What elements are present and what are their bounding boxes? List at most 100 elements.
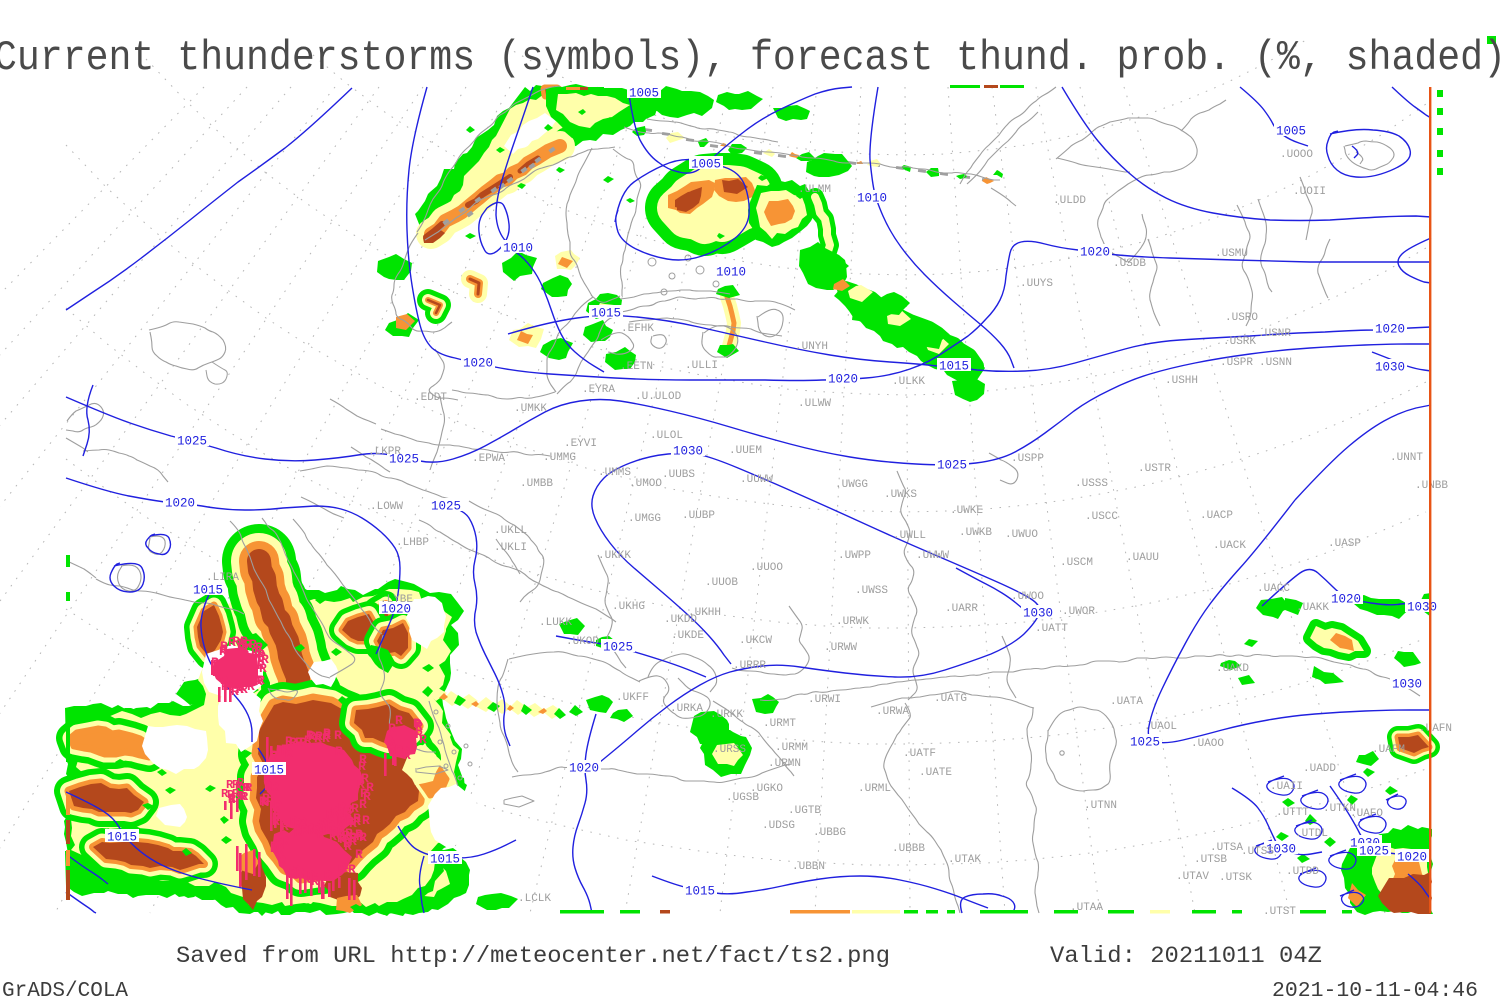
svg-text:R: R xyxy=(228,793,236,807)
svg-text:R: R xyxy=(237,640,245,655)
svg-text:R: R xyxy=(337,831,345,846)
svg-text:R: R xyxy=(359,752,367,767)
svg-text:R: R xyxy=(315,729,323,744)
svg-text:R: R xyxy=(356,829,364,844)
svg-text:R: R xyxy=(266,794,274,809)
svg-text:R: R xyxy=(261,652,269,667)
svg-text:R: R xyxy=(232,787,240,801)
svg-text:1020: 1020 xyxy=(1080,246,1110,260)
svg-text:R: R xyxy=(257,658,265,673)
svg-text:.URSS: .URSS xyxy=(713,744,746,756)
svg-text:R: R xyxy=(264,779,272,794)
svg-text:1020: 1020 xyxy=(1375,323,1405,337)
svg-text:R: R xyxy=(344,803,352,818)
svg-text:.UWWW: .UWWW xyxy=(916,550,949,562)
svg-text:.UUYS: .UUYS xyxy=(1020,278,1053,290)
svg-text:R: R xyxy=(306,728,314,743)
svg-text:.USCC: .USCC xyxy=(1085,511,1118,523)
svg-text:1030: 1030 xyxy=(1392,678,1422,692)
svg-text:.UTNN: .UTNN xyxy=(1084,800,1117,812)
svg-text:R: R xyxy=(337,824,345,839)
svg-text:R: R xyxy=(346,814,354,829)
svg-text:R: R xyxy=(244,637,252,652)
svg-text:.URWA: .URWA xyxy=(876,706,909,718)
svg-text:R: R xyxy=(343,806,351,821)
svg-text:.UAOO: .UAOO xyxy=(1191,738,1224,750)
svg-text:R: R xyxy=(249,637,257,652)
svg-text:.UKDD: .UKDD xyxy=(664,614,697,626)
svg-text:.USMU: .USMU xyxy=(1215,248,1248,260)
svg-text:R: R xyxy=(353,814,361,829)
svg-text:R: R xyxy=(237,776,245,790)
svg-text:.UKHG: .UKHG xyxy=(612,601,645,613)
svg-text:R: R xyxy=(343,836,351,851)
svg-text:.UWOR: .UWOR xyxy=(1062,606,1095,618)
svg-text:R: R xyxy=(359,830,367,845)
svg-text:R: R xyxy=(353,811,361,826)
svg-text:R: R xyxy=(271,769,279,784)
svg-text:R: R xyxy=(304,733,312,748)
svg-text:.UTDD: .UTDD xyxy=(1286,866,1319,878)
svg-text:1025: 1025 xyxy=(1359,845,1389,859)
svg-text:1015: 1015 xyxy=(685,885,715,899)
svg-text:1030: 1030 xyxy=(1407,601,1437,615)
svg-text:.UAUU: .UAUU xyxy=(1126,552,1159,564)
svg-text:R: R xyxy=(236,682,244,697)
svg-text:R: R xyxy=(255,640,263,655)
svg-text:R: R xyxy=(289,865,297,880)
svg-text:R: R xyxy=(270,841,278,856)
svg-text:R: R xyxy=(231,684,239,699)
svg-text:.EFHK: .EFHK xyxy=(621,323,654,335)
svg-text:.UTAV: .UTAV xyxy=(1176,871,1209,883)
svg-text:R: R xyxy=(397,746,405,761)
svg-text:1005: 1005 xyxy=(629,87,659,101)
svg-text:R: R xyxy=(262,791,270,806)
svg-text:.EYRA: .EYRA xyxy=(582,384,615,396)
svg-text:R: R xyxy=(342,828,350,843)
svg-text:R: R xyxy=(259,661,267,676)
svg-text:.LCLK: .LCLK xyxy=(518,893,551,905)
svg-text:R: R xyxy=(326,807,334,822)
svg-text:1010: 1010 xyxy=(857,192,887,206)
svg-text:.UMGG: .UMGG xyxy=(628,513,661,525)
svg-text:R: R xyxy=(345,802,353,817)
svg-text:1020: 1020 xyxy=(381,603,411,617)
svg-text:.UTKN: .UTKN xyxy=(1323,803,1356,815)
svg-text:1025: 1025 xyxy=(937,459,967,473)
svg-text:.UMOO: .UMOO xyxy=(629,478,662,490)
svg-text:R: R xyxy=(294,825,302,840)
svg-text:R: R xyxy=(338,812,346,827)
svg-text:R: R xyxy=(226,778,234,792)
svg-text:1025: 1025 xyxy=(1130,736,1160,750)
svg-text:.URWI: .URWI xyxy=(808,694,841,706)
svg-text:R: R xyxy=(270,748,278,763)
svg-text:.USPP: .USPP xyxy=(1011,453,1044,465)
svg-text:.UNNT: .UNNT xyxy=(1390,452,1423,464)
svg-text:.UWGG: .UWGG xyxy=(835,479,868,491)
svg-text:R: R xyxy=(323,816,331,831)
svg-text:.EDDT: .EDDT xyxy=(414,392,447,404)
svg-text:.UAFN: .UAFN xyxy=(1419,723,1452,735)
svg-text:.UUEM: .UUEM xyxy=(729,445,762,457)
svg-text:1010: 1010 xyxy=(716,266,746,280)
svg-text:R: R xyxy=(263,771,271,786)
svg-text:.URMN: .URMN xyxy=(768,758,801,770)
svg-text:R: R xyxy=(303,822,311,837)
svg-text:.URML: .URML xyxy=(858,783,891,795)
svg-text:.UTAA: .UTAA xyxy=(1070,902,1103,914)
svg-text:.U.ULOD: .U.ULOD xyxy=(635,391,682,403)
svg-text:R: R xyxy=(319,816,327,831)
svg-text:.UKCW: .UKCW xyxy=(739,635,772,647)
svg-text:1020: 1020 xyxy=(463,357,493,371)
svg-text:R: R xyxy=(281,744,289,759)
svg-text:.UATE: .UATE xyxy=(919,767,952,779)
svg-text:R: R xyxy=(281,742,289,757)
svg-text:R: R xyxy=(220,642,228,657)
svg-text:R: R xyxy=(211,655,219,670)
svg-text:.URRR: .URRR xyxy=(733,660,766,672)
svg-text:.UTSB: .UTSB xyxy=(1194,854,1227,866)
svg-text:R: R xyxy=(329,829,337,844)
svg-text:R: R xyxy=(270,839,278,854)
svg-text:.UKLI: .UKLI xyxy=(494,542,527,554)
svg-text:R: R xyxy=(299,821,307,836)
